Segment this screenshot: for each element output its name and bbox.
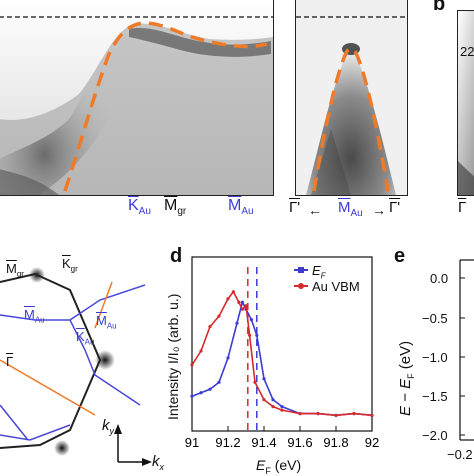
diffraction-spot	[95, 350, 115, 370]
panel-e-label: e	[394, 245, 406, 267]
data-point	[199, 349, 203, 353]
panel-d-chart: 91 91.2 91.4 91.6 91.8 92	[185, 256, 379, 450]
panel-e-ylabel: E − EF (eV)	[397, 340, 416, 416]
data-point	[190, 394, 194, 398]
label-gamma-prime-right: Γ'	[389, 199, 401, 216]
data-point	[248, 333, 252, 337]
series-line-au-vbm	[191, 290, 373, 417]
au-bz-edge	[0, 284, 146, 321]
label-kx: kx	[152, 453, 164, 472]
data-point	[352, 412, 356, 416]
data-point	[370, 413, 374, 417]
data-point	[255, 333, 259, 337]
label-m-au-right-bz: MAu	[96, 313, 117, 331]
band-fit-curve-a2	[312, 46, 390, 192]
graphene-bz-edge	[0, 272, 102, 449]
x-tick-label: 91.6	[287, 435, 312, 450]
data-point	[240, 307, 244, 311]
label-m-gr-bz: Mgr	[6, 261, 24, 279]
data-point	[231, 290, 235, 294]
data-point	[199, 391, 203, 395]
panel-b-image	[457, 10, 474, 196]
panel-a-arpes-image	[0, 0, 274, 196]
x-tick-label: 92	[365, 435, 379, 450]
kx-arrow-icon	[142, 458, 152, 466]
data-point	[217, 380, 221, 384]
label-m-gr: Mgr	[164, 197, 187, 218]
data-point	[237, 300, 241, 304]
data-point	[262, 377, 266, 381]
data-point	[280, 408, 284, 412]
label-m-au: MAu	[228, 197, 254, 218]
data-point	[253, 380, 257, 384]
data-point	[271, 405, 275, 409]
plot-frame	[191, 256, 373, 432]
data-point	[208, 325, 212, 329]
data-point	[334, 413, 338, 417]
panel-e-ytick: −1.5	[422, 389, 448, 404]
legend-item-ef: EF	[312, 263, 326, 281]
x-tick-label: 91.2	[215, 435, 240, 450]
panel-c-brillouin-zone	[0, 267, 152, 466]
legend-item-au-vbm: Au VBM	[312, 279, 360, 294]
data-point	[240, 300, 244, 304]
label-m-au-cut: MAu	[338, 199, 363, 219]
label-gamma-prime-left: Γ'	[289, 199, 301, 216]
panel-d-label: d	[170, 245, 183, 267]
series-line-ef	[191, 301, 373, 417]
panel-b-tick: 22	[460, 44, 474, 59]
data-point	[217, 314, 221, 318]
panel-e-ytick: −0.5	[422, 311, 448, 326]
label-gamma-bz: Γ	[6, 354, 14, 369]
panel-e-ytick: −2.0	[422, 428, 448, 443]
panel-d-ylabel: Intensity I/I₀ (arb. u.)	[165, 293, 181, 420]
data-point	[249, 318, 253, 322]
panel-d-xlabel: EF (eV)	[256, 457, 302, 476]
label-m-au-left-bz: MAu	[24, 307, 45, 325]
data-point	[226, 356, 230, 360]
data-point	[262, 398, 266, 402]
x-tick-label: 91.4	[251, 435, 276, 450]
data-point	[271, 398, 275, 402]
label-k-gr-bz: Kgr	[62, 256, 78, 274]
diffraction-spot	[54, 440, 70, 456]
data-point	[208, 387, 212, 391]
cut-line	[94, 281, 113, 329]
panel-e-chart	[459, 259, 474, 441]
panel-e-xtick: −0.2	[447, 447, 473, 462]
arrow-left-icon: ←	[308, 202, 322, 218]
data-point	[244, 304, 248, 308]
arrow-right-icon: →	[372, 202, 386, 218]
data-point	[190, 363, 194, 367]
x-tick-label: 91	[185, 435, 199, 450]
label-k-au-bz: KAu	[76, 329, 95, 347]
data-point	[280, 405, 284, 409]
label-k-au: KAu	[128, 197, 151, 218]
panel-b-label: b	[433, 0, 446, 15]
label-ky: ky	[102, 417, 114, 436]
legend	[294, 267, 308, 289]
panel-b-gamma: Γ	[458, 199, 467, 216]
x-tick-label: 91.8	[323, 435, 348, 450]
panel-e-ytick: 0.0	[430, 271, 449, 286]
panel-e-ytick: −1.0	[422, 350, 448, 365]
data-point	[298, 412, 302, 416]
ky-arrow-icon	[114, 424, 122, 434]
panel-a2-arpes-image	[295, 0, 408, 196]
data-point	[235, 321, 239, 325]
cut-line	[0, 359, 96, 416]
data-point	[316, 412, 320, 416]
data-point	[226, 297, 230, 301]
band-fit-curve-a	[63, 21, 268, 192]
